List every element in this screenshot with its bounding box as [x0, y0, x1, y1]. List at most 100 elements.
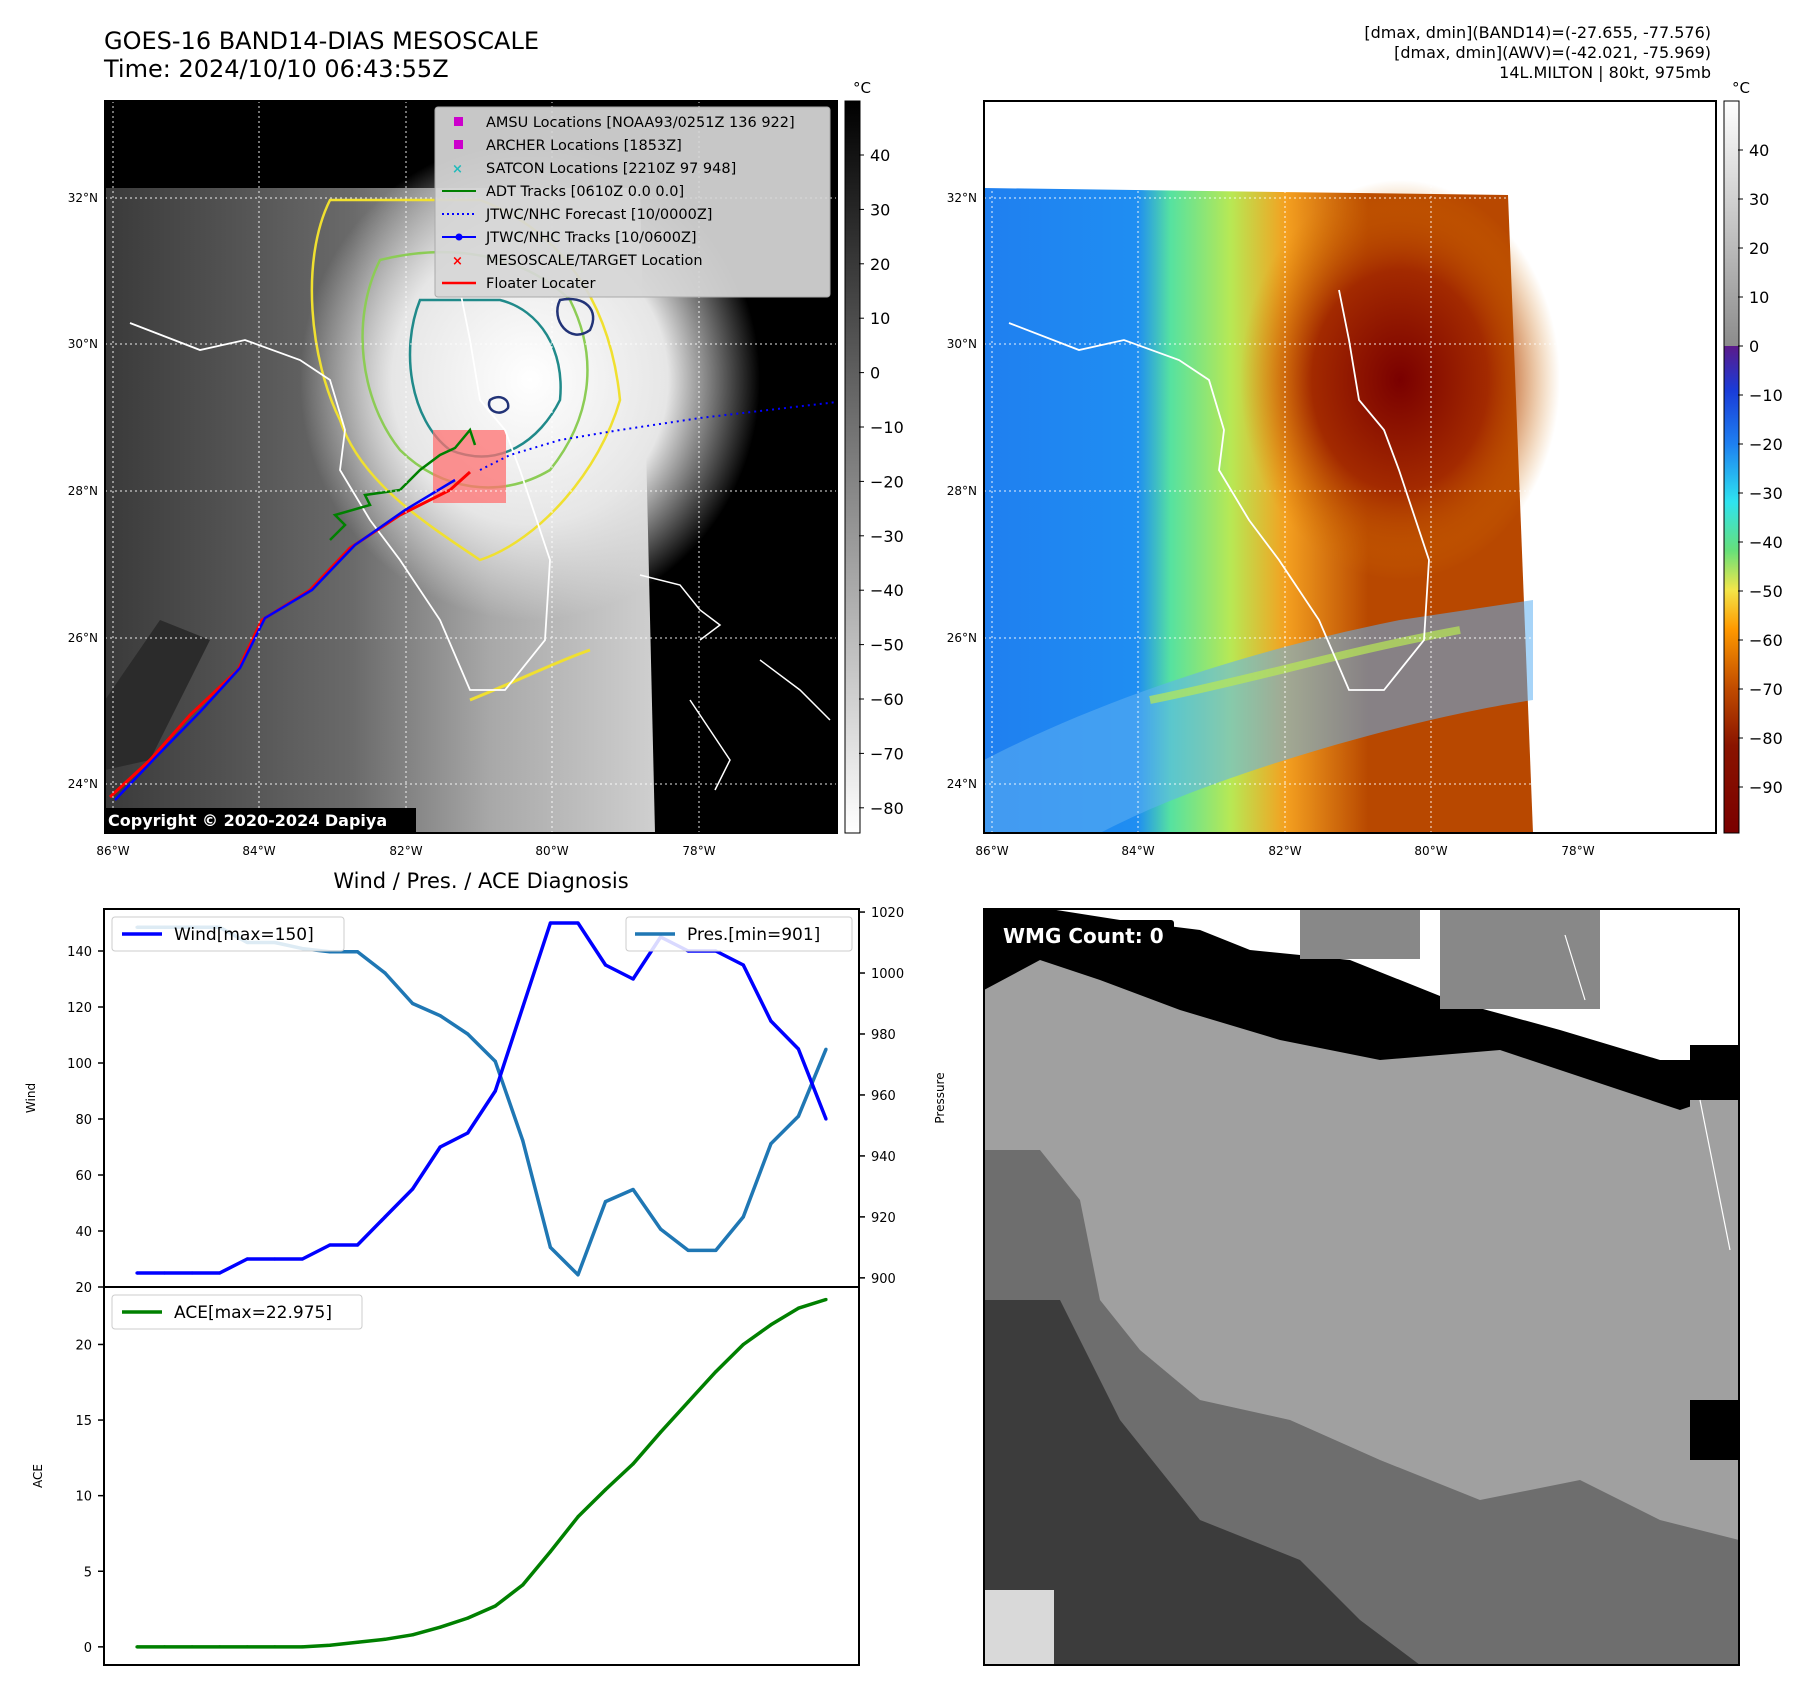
- legend-marker-square-icon: [454, 140, 463, 149]
- band14-lat-labels: 32°N 30°N 28°N 26°N 24°N: [68, 191, 98, 791]
- wind-legend: Wind[max=150]: [111, 916, 345, 952]
- ace-point: [383, 1637, 387, 1641]
- pressure-point: [796, 1114, 801, 1118]
- colorbar-tick-label: −80: [870, 799, 904, 818]
- ace-point: [245, 1645, 249, 1649]
- ace-point: [355, 1640, 360, 1644]
- y-tick-label: 60: [75, 1169, 92, 1184]
- colorbar-tick-label: −50: [1749, 582, 1783, 601]
- wind-point: [631, 977, 635, 981]
- pressure-point: [769, 1142, 773, 1146]
- colorbar-unit: °C: [1732, 79, 1750, 97]
- wind-point: [328, 1243, 332, 1247]
- ace-point: [686, 1400, 690, 1404]
- wind-point: [355, 1243, 360, 1247]
- ace-point: [190, 1645, 194, 1649]
- ace-point: [162, 1645, 167, 1649]
- colorbar-unit: °C: [853, 79, 871, 97]
- legend-label: AMSU Locations [NOAA93/0251Z 136 922]: [486, 115, 795, 131]
- wind-point: [438, 1145, 442, 1149]
- ace-axes: [103, 1286, 860, 1666]
- awv-colorbar: °C 40 30 20 10 0 −10 −20 −30 −40 −50 −60 −70 −80 −90: [1723, 79, 1783, 834]
- awv-lon-labels: 86°W 84°W 82°W 80°W 78°W: [975, 844, 1594, 858]
- colorbar-tick-label: −10: [1749, 386, 1783, 405]
- pressure-point: [493, 1059, 497, 1064]
- lon-label: 86°W: [975, 844, 1008, 858]
- wind-point: [493, 1089, 497, 1093]
- legend-marker-square-icon: [454, 117, 463, 126]
- lon-label: 82°W: [1268, 844, 1301, 858]
- wind-point: [245, 1257, 249, 1261]
- colorbar-tick-label: −50: [870, 636, 904, 655]
- lat-label: 28°N: [68, 484, 98, 498]
- title-line-1: GOES-16 BAND14-DIAS MESOSCALE: [104, 27, 540, 55]
- wind-point: [300, 1257, 304, 1261]
- wind-point: [796, 1047, 801, 1051]
- colorbar-tick-label: −60: [870, 690, 904, 709]
- y-tick-label: 20: [75, 1338, 92, 1353]
- ace-point: [328, 1643, 332, 1647]
- colorbar-tick-label: −40: [870, 581, 904, 600]
- ace-point: [521, 1583, 525, 1587]
- colorbar-tick-label: −20: [870, 472, 904, 491]
- ace-yticks: 0 5 10 15 20: [75, 1338, 104, 1656]
- wind-point: [521, 1005, 525, 1009]
- ace-point: [714, 1370, 718, 1374]
- ace-point: [796, 1306, 801, 1310]
- title-line-2: Time: 2024/10/10 06:43:55Z: [104, 55, 449, 83]
- ace-point: [411, 1633, 415, 1637]
- y-tick-label: 940: [871, 1150, 896, 1165]
- wind-legend-label: Wind[max=150]: [174, 925, 314, 945]
- lat-label: 28°N: [947, 484, 977, 498]
- lat-label: 26°N: [947, 631, 977, 645]
- lon-label: 82°W: [389, 844, 422, 858]
- ace-point: [769, 1323, 773, 1327]
- y-tick-label: 80: [75, 1113, 92, 1128]
- pres-yticks: 900 920 940 960 980 1000 1020: [859, 906, 904, 1287]
- legend-label: MESOSCALE/TARGET Location: [486, 253, 703, 269]
- legend-label: Floater Locater: [486, 276, 595, 292]
- colorbar-tick-label: 30: [870, 200, 890, 219]
- map-legend: AMSU Locations [NOAA93/0251Z 136 922] AR…: [434, 106, 831, 298]
- legend-label: JTWC/NHC Forecast [10/0000Z]: [485, 207, 712, 223]
- pressure-point: [824, 1047, 828, 1051]
- pressure-point: [411, 1001, 415, 1006]
- band14-colorbar: °C 40 30 20 10 0 −10 −20 −30 −40 −50 −60 −70 −80: [844, 79, 904, 834]
- wind-point: [603, 963, 608, 967]
- ace-point: [631, 1462, 635, 1466]
- wmg-panel: WMG Count: 0: [983, 908, 1740, 1666]
- ace-points: [135, 1297, 828, 1649]
- pressure-point: [714, 1248, 718, 1253]
- y-tick-label: 140: [67, 945, 92, 960]
- lat-label: 24°N: [947, 777, 977, 791]
- awv-map: [984, 101, 1716, 833]
- ace-ylabel: ACE: [31, 1464, 45, 1488]
- colorbar-tick-label: −30: [870, 527, 904, 546]
- wind-point: [273, 1257, 277, 1261]
- y-tick-label: 980: [871, 1028, 896, 1043]
- colorbar-tick-label: −40: [1749, 533, 1783, 552]
- wind-point: [741, 963, 745, 967]
- ace-point: [218, 1645, 222, 1649]
- wind-point: [190, 1271, 194, 1275]
- y-tick-label: 120: [67, 1001, 92, 1016]
- ace-legend-label: ACE[max=22.975]: [174, 1303, 332, 1323]
- wind-point: [824, 1117, 828, 1121]
- wind-point: [383, 1215, 387, 1219]
- y-tick-label: 10: [75, 1490, 92, 1505]
- lat-label: 32°N: [947, 191, 977, 205]
- lat-label: 30°N: [68, 337, 98, 351]
- band14-lon-labels: 86°W 84°W 82°W 80°W 78°W: [96, 844, 715, 858]
- ace-legend: ACE[max=22.975]: [111, 1294, 363, 1330]
- ace-point: [300, 1645, 304, 1649]
- colorbar-tick-label: −70: [870, 744, 904, 763]
- wind-ylabel: Wind: [24, 1083, 38, 1113]
- pressure-point: [741, 1215, 745, 1219]
- legend-marker-dot-icon: [455, 233, 463, 241]
- pressure-point: [355, 950, 360, 954]
- colorbar-tick-label: −80: [1749, 729, 1783, 748]
- wind-point: [466, 1131, 470, 1135]
- pressure-point: [659, 1227, 663, 1231]
- pressure-point: [521, 1139, 525, 1143]
